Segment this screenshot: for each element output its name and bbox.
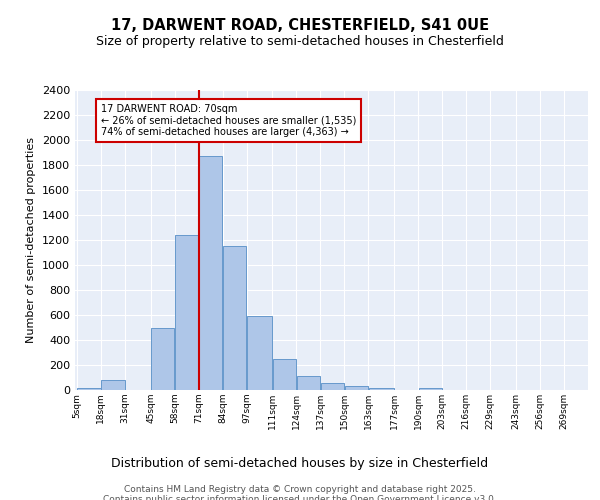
Text: 17 DARWENT ROAD: 70sqm
← 26% of semi-detached houses are smaller (1,535)
74% of : 17 DARWENT ROAD: 70sqm ← 26% of semi-det… [101,104,356,137]
Bar [223,246,247,390]
Bar [344,386,368,390]
Bar [247,316,272,390]
Y-axis label: Number of semi-detached properties: Number of semi-detached properties [26,137,37,343]
Bar [297,376,320,390]
Bar [321,382,344,390]
Bar [419,388,442,390]
Bar [151,328,175,390]
Text: Distribution of semi-detached houses by size in Chesterfield: Distribution of semi-detached houses by … [112,458,488,470]
Bar [175,235,199,390]
Text: Contains public sector information licensed under the Open Government Licence v3: Contains public sector information licen… [103,495,497,500]
Bar [77,388,101,390]
Text: Size of property relative to semi-detached houses in Chesterfield: Size of property relative to semi-detach… [96,35,504,48]
Bar [199,156,223,390]
Text: Contains HM Land Registry data © Crown copyright and database right 2025.: Contains HM Land Registry data © Crown c… [124,485,476,494]
Bar [101,380,125,390]
Bar [273,360,296,390]
Text: 17, DARWENT ROAD, CHESTERFIELD, S41 0UE: 17, DARWENT ROAD, CHESTERFIELD, S41 0UE [111,18,489,32]
Bar [368,388,394,390]
